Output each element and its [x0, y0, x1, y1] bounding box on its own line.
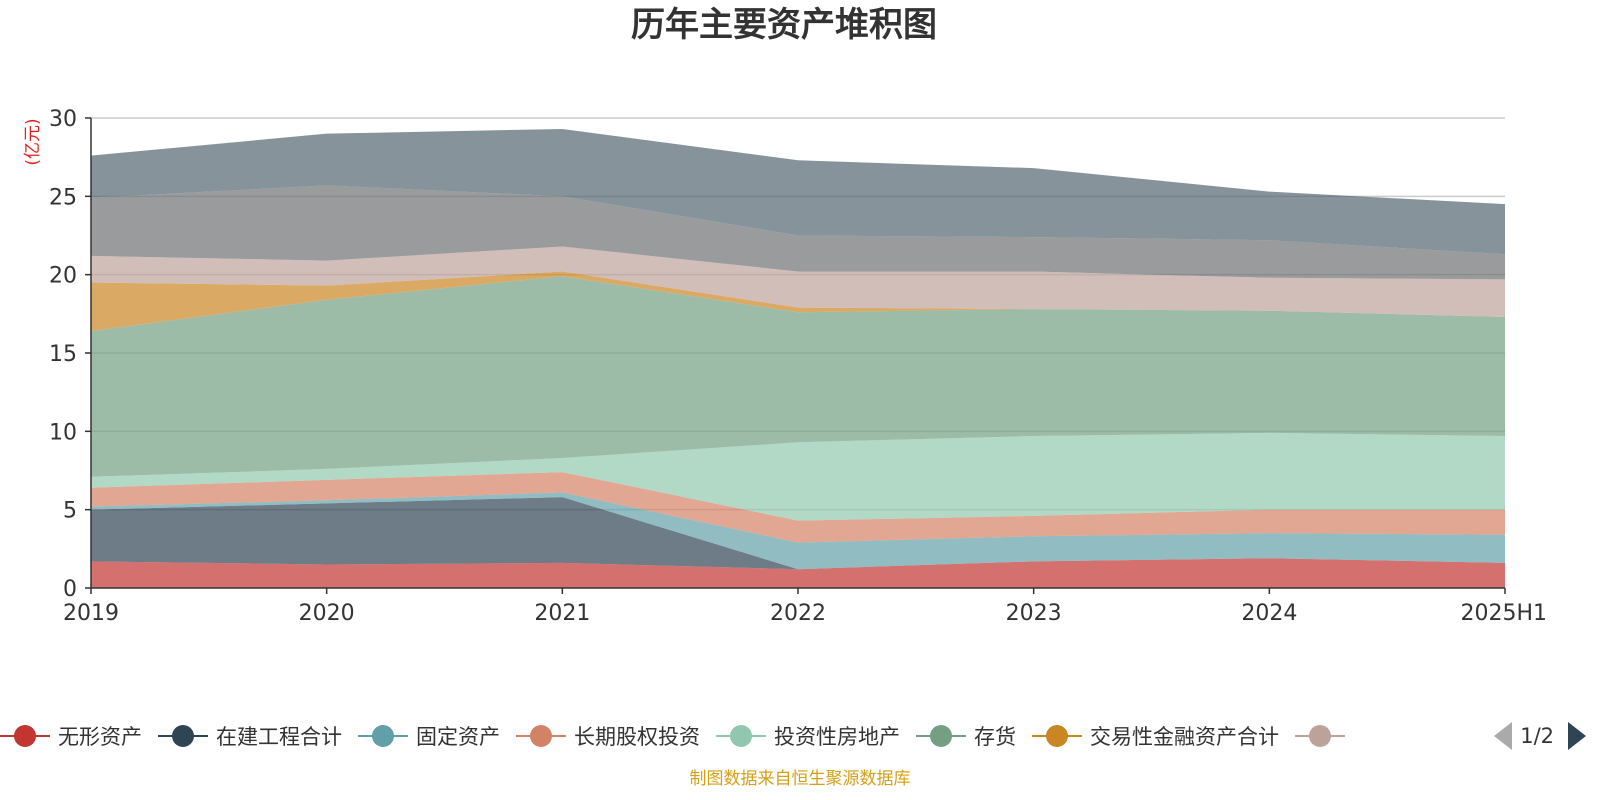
legend-marker-icon: [1032, 724, 1082, 748]
legend-item-7[interactable]: 交易性金融资产合计: [1032, 721, 1279, 751]
y-tick-label: 0: [63, 577, 77, 602]
x-tick-label: 2022: [770, 601, 826, 626]
legend-pager: 1/2: [1460, 718, 1600, 754]
area-series-5[interactable]: [91, 432, 1505, 521]
x-tick-label: 2023: [1006, 601, 1062, 626]
x-tick-label: 2021: [534, 601, 590, 626]
area-series-1[interactable]: [91, 558, 1505, 588]
x-tick-label: 2025H1: [1460, 601, 1547, 626]
y-tick-label: 5: [63, 499, 77, 524]
legend-page-indicator: 1/2: [1520, 724, 1554, 748]
area-series-9[interactable]: [91, 185, 1505, 280]
legend-marker-icon: [1295, 724, 1345, 748]
y-tick-label: 30: [49, 107, 77, 132]
legend-item-8[interactable]: [1295, 724, 1353, 748]
area-series-6[interactable]: [91, 276, 1505, 477]
legend-label: 固定资产: [416, 725, 500, 749]
axes: 0 5 10 15 20 25 30 2019 2020 2021 2022 2023 2024 2025…: [49, 107, 1547, 626]
legend-label: 在建工程合计: [216, 725, 342, 749]
chart-title: 历年主要资产堆积图: [631, 5, 937, 45]
legend-item-1[interactable]: 无形资产: [0, 721, 142, 751]
x-tick-label: 2019: [63, 601, 119, 626]
x-tick-label: 2020: [299, 601, 355, 626]
stacked-area-chart: 历年主要资产堆积图 (亿元) 0 5 10 15 20 25 30 2019 2020 2021 2…: [23, 5, 1547, 626]
legend-prev-page-icon[interactable]: [1494, 722, 1513, 750]
area-series-2[interactable]: [91, 497, 1505, 570]
legend-item-3[interactable]: 固定资产: [358, 721, 500, 751]
legend-marker-icon: [158, 724, 208, 748]
area-series-3[interactable]: [91, 492, 1505, 570]
y-tick-label: 20: [49, 264, 77, 289]
area-series-7[interactable]: [91, 271, 1505, 332]
legend: 无形资产 在建工程合计 固定资产 长期股权投资 投资性房地产 存货 交易性金融资产合计: [0, 718, 1600, 754]
legend-items: 无形资产 在建工程合计 固定资产 长期股权投资 投资性房地产 存货 交易性金融资产合计: [0, 718, 1369, 754]
legend-marker-icon: [916, 724, 966, 748]
area-series-4[interactable]: [91, 472, 1505, 543]
legend-label: 投资性房地产: [774, 725, 900, 749]
x-tick-label: 2024: [1241, 601, 1297, 626]
area-series-10[interactable]: [91, 128, 1505, 255]
legend-marker-icon: [716, 724, 766, 748]
legend-label: 长期股权投资: [574, 725, 700, 749]
y-axis-unit-label: (亿元): [23, 118, 43, 165]
legend-item-4[interactable]: 长期股权投资: [516, 721, 700, 751]
legend-label: 交易性金融资产合计: [1090, 725, 1279, 749]
y-tick-label: 25: [49, 185, 77, 210]
legend-marker-icon: [358, 724, 408, 748]
legend-item-6[interactable]: 存货: [916, 721, 1016, 751]
area-series-layer: [91, 128, 1505, 588]
legend-item-2[interactable]: 在建工程合计: [158, 721, 342, 751]
legend-marker-icon: [516, 724, 566, 748]
area-series-8[interactable]: [91, 246, 1505, 317]
legend-label: 无形资产: [58, 725, 142, 749]
data-source-note: 制图数据来自恒生聚源数据库: [689, 769, 911, 789]
y-tick-label: 10: [49, 420, 77, 445]
y-tick-label: 15: [49, 342, 77, 367]
legend-label: 存货: [974, 725, 1016, 749]
legend-marker-icon: [0, 724, 50, 748]
legend-next-page-icon[interactable]: [1568, 722, 1586, 750]
legend-item-5[interactable]: 投资性房地产: [716, 721, 900, 751]
